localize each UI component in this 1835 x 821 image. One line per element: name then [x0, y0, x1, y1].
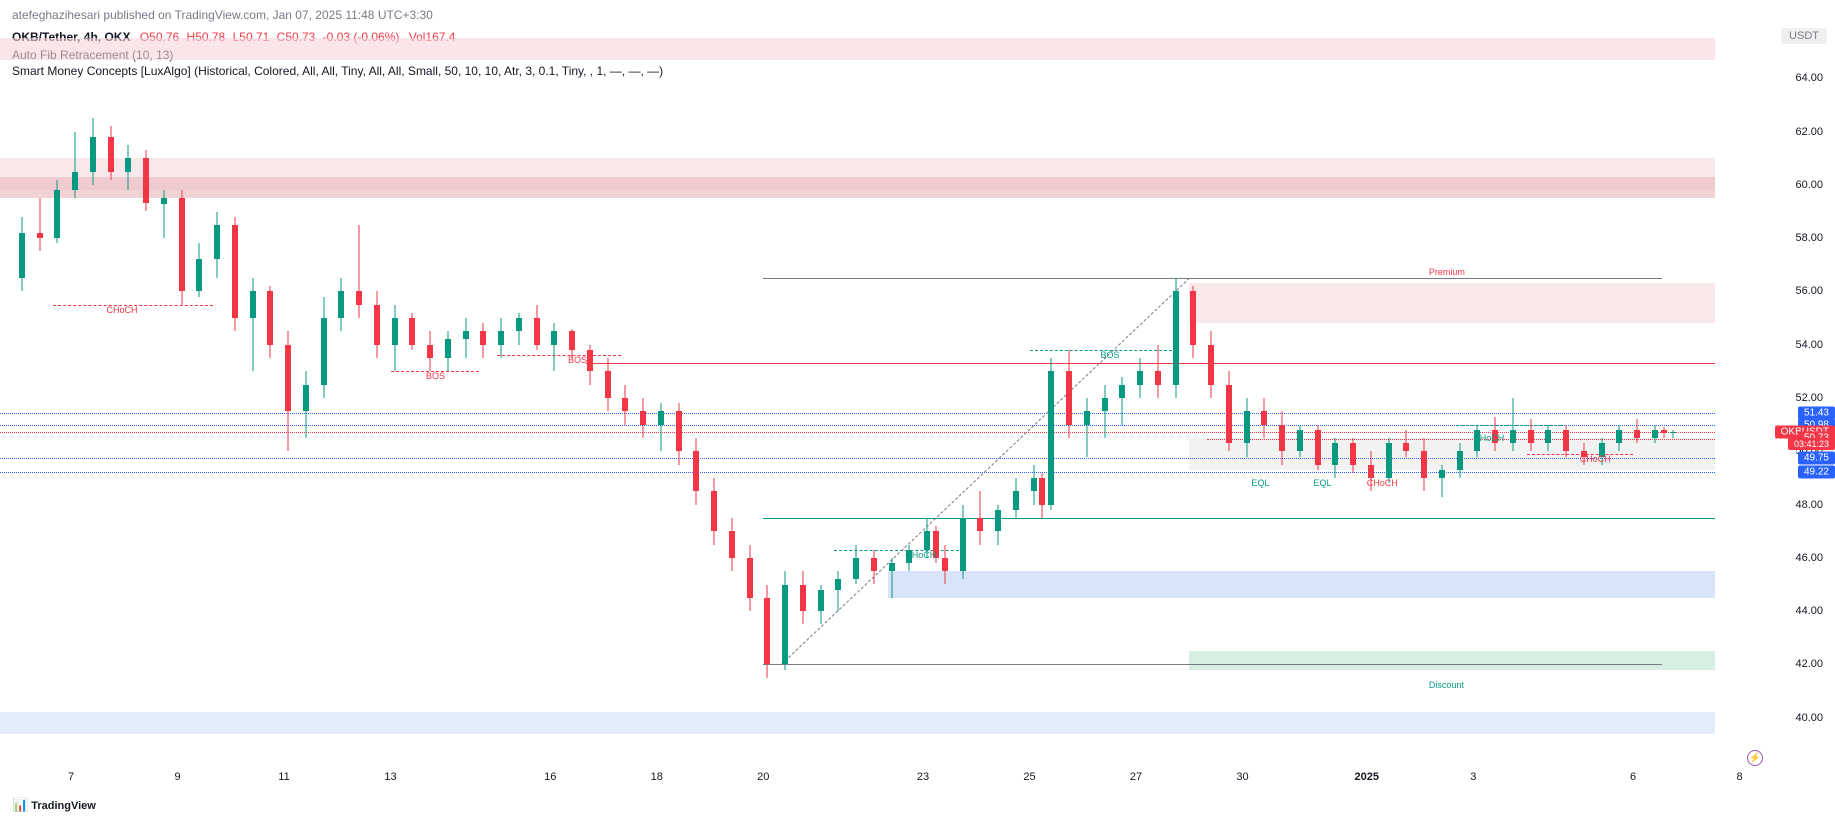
y-axis-label: 62.00	[1795, 126, 1823, 138]
chart-label: BOS	[568, 355, 587, 365]
x-axis[interactable]: 7 9 11 13 16 18 20 23 25 27 30 2025 3 6 8	[0, 771, 1775, 791]
x-axis-label: 27	[1130, 771, 1142, 783]
bolt-icon[interactable]: ⚡	[1747, 750, 1763, 766]
y-axis-label: 56.00	[1795, 285, 1823, 297]
y-axis-label: 64.00	[1795, 72, 1823, 84]
x-axis-label: 2025	[1355, 771, 1379, 783]
price-zone	[0, 38, 1715, 59]
tradingview-logo: 📊 TradingView	[12, 797, 96, 813]
chart-label: EQL	[1251, 478, 1269, 488]
x-axis-label: 11	[278, 771, 289, 783]
y-axis-label: 40.00	[1795, 712, 1823, 724]
chart-label: CHoCH	[905, 550, 936, 560]
price-zone	[1189, 283, 1715, 323]
horizontal-line	[0, 472, 1715, 473]
y-axis-label: 44.00	[1795, 605, 1823, 617]
y-axis[interactable]: 40.0042.0044.0046.0048.0050.0052.0054.00…	[1775, 25, 1835, 771]
price-zone	[0, 177, 1715, 198]
x-axis-label: 16	[544, 771, 556, 783]
x-axis-label: 8	[1736, 771, 1742, 783]
horizontal-line	[0, 413, 1715, 414]
x-axis-label: 6	[1630, 771, 1636, 783]
horizontal-line	[586, 363, 1715, 364]
price-zone	[888, 571, 1716, 598]
horizontal-line	[763, 278, 1662, 279]
chart-label: EQL	[1314, 478, 1332, 488]
horizontal-line	[0, 432, 1715, 433]
y-axis-label: 52.00	[1795, 392, 1823, 404]
x-axis-label: 9	[174, 771, 180, 783]
chart-label: CHoCH	[1580, 454, 1611, 464]
x-axis-label: 20	[757, 771, 769, 783]
y-axis-label: 48.00	[1795, 499, 1823, 511]
horizontal-line	[763, 518, 1715, 519]
publisher-text: atefeghazihesari published on TradingVie…	[12, 8, 433, 22]
x-axis-label: 30	[1236, 771, 1248, 783]
price-zone	[0, 712, 1715, 733]
chart-label: CHoCH	[1473, 433, 1504, 443]
chart-label: CHoCH	[1367, 478, 1398, 488]
y-axis-label: 58.00	[1795, 232, 1823, 244]
chart-label: CHoCH	[107, 305, 138, 315]
x-axis-label: 13	[384, 771, 396, 783]
price-zone	[1189, 651, 1715, 670]
x-axis-label: 3	[1470, 771, 1476, 783]
chart-label: BOS	[1101, 350, 1120, 360]
y-axis-label: 54.00	[1795, 339, 1823, 351]
y-axis-label: 42.00	[1795, 658, 1823, 670]
dash-segment	[1456, 425, 1563, 426]
y-axis-label: 60.00	[1795, 179, 1823, 191]
x-axis-label: 25	[1023, 771, 1035, 783]
dash-segment	[834, 550, 958, 551]
price-tag: 49.75	[1798, 451, 1835, 464]
price-tag: 03:41:23	[1788, 438, 1835, 450]
chart-label: Discount	[1429, 680, 1464, 690]
price-tag: 49.22	[1798, 466, 1835, 479]
chart-label: Premium	[1429, 267, 1465, 277]
x-axis-label: 18	[651, 771, 663, 783]
x-axis-label: 7	[68, 771, 74, 783]
chart-area[interactable]: CHoCH BOS BOS CHoCH BOS EQL EQL CHoCH CHoCH CHoCH…	[0, 25, 1775, 771]
x-axis-label: 23	[917, 771, 929, 783]
chart-container: atefeghazihesari published on TradingVie…	[0, 0, 1835, 821]
horizontal-line	[763, 664, 1662, 665]
chart-label: BOS	[426, 371, 445, 381]
y-axis-label: 46.00	[1795, 552, 1823, 564]
dash-segment	[497, 355, 621, 356]
